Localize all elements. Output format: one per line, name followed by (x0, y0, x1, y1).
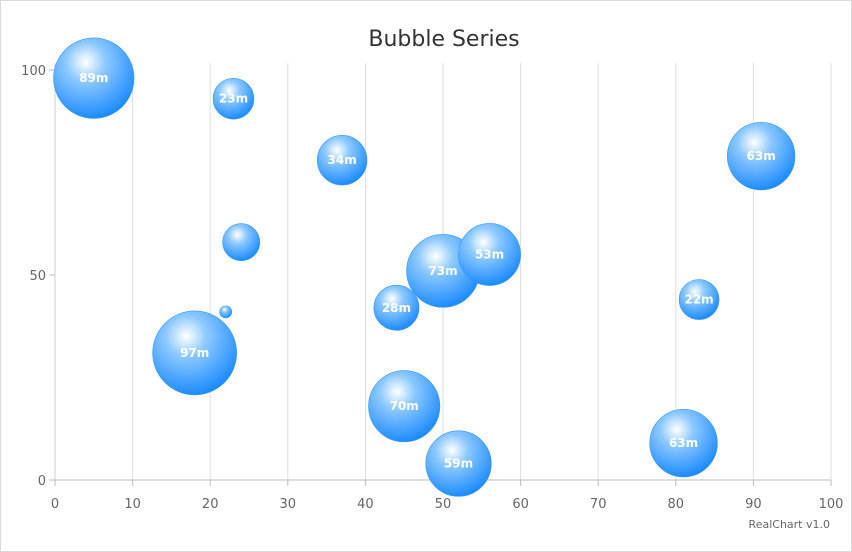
y-tick-label: 100 (21, 64, 46, 79)
bubble-point (219, 305, 233, 319)
bubble-point (373, 284, 420, 331)
bubble-label: 97m (180, 346, 209, 360)
bubble-point (212, 77, 255, 120)
bubble-point (222, 223, 261, 262)
x-tick-label: 80 (668, 497, 685, 512)
x-tick-label: 10 (124, 497, 141, 512)
bubble-point (368, 370, 441, 443)
bubble-point (152, 310, 237, 396)
bubble-label: 63m (669, 436, 698, 450)
bubble-layer: 89m 23m 34m 63m 73m 53m 28m 22m 97m 70m 59m 63m (53, 37, 796, 497)
bubble-point (425, 430, 492, 497)
bubble-label: 53m (475, 248, 504, 262)
chart-title: Bubble Series (368, 27, 519, 52)
bubble-point (316, 135, 368, 186)
x-tick-label: 100 (819, 497, 844, 512)
x-tick-label: 20 (202, 497, 219, 512)
x-tick-label: 70 (590, 497, 607, 512)
x-tick-label: 60 (512, 497, 529, 512)
bubble-label: 34m (328, 153, 357, 167)
bubble-point (678, 279, 720, 320)
bubble-label: 23m (219, 92, 248, 106)
bubble-point (53, 37, 135, 119)
bubble-label: 73m (428, 264, 457, 278)
bubble-point (458, 223, 521, 286)
x-tick-label: 30 (280, 497, 297, 512)
credit-label: RealChart v1.0 (749, 518, 830, 531)
bubble-label: 70m (390, 399, 419, 413)
bubble-label: 63m (747, 149, 776, 163)
bubble-point (727, 121, 796, 191)
x-tick-label: 0 (51, 497, 59, 512)
y-tick-label: 0 (38, 474, 46, 489)
bubble-point (649, 408, 718, 478)
bubble-label: 28m (382, 301, 411, 315)
bubble-label: 22m (684, 293, 713, 307)
axes: 0 10 20 30 40 50 60 70 80 90 100 0 50 100 (21, 63, 843, 512)
x-tick-label: 90 (745, 497, 762, 512)
bubble-label: 89m (79, 71, 108, 85)
x-tick-label: 50 (435, 497, 452, 512)
x-tick-label: 40 (357, 497, 374, 512)
bubble-label: 59m (444, 457, 473, 471)
y-tick-label: 50 (29, 269, 46, 284)
